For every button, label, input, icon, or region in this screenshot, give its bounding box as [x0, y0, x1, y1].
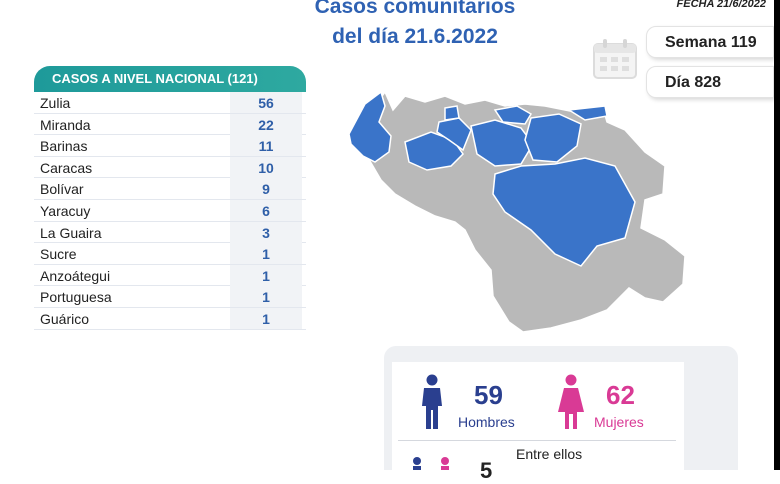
case-count: 1 [230, 307, 302, 329]
stats-divider [398, 440, 676, 441]
state-name: Barinas [40, 138, 88, 155]
table-heading: CASOS A NIVEL NACIONAL (121) [34, 66, 306, 92]
case-count: 1 [230, 243, 302, 265]
map-state-sucre [566, 105, 608, 121]
entre-ellos-label: Entre ellos [516, 446, 583, 462]
table-row: Zulia 56 [34, 92, 306, 114]
table-row: Sucre 1 [34, 243, 306, 265]
state-name: Bolívar [40, 181, 84, 198]
title-line-1: Casos comunitarios [314, 0, 516, 18]
state-name: Sucre [40, 246, 77, 263]
case-count: 3 [230, 221, 302, 243]
case-count: 9 [230, 178, 302, 200]
table-row: La Guaira 3 [34, 221, 306, 244]
case-count: 56 [230, 92, 302, 113]
page-title: Casos comunitarios del día 21.6.2022 [250, 0, 580, 52]
table-row: Caracas 10 [34, 156, 306, 179]
male-icon [422, 374, 442, 429]
day-counter: Día 828 [646, 66, 774, 98]
title-line-2: del día 21.6.2022 [332, 25, 498, 48]
male-small-icon [413, 457, 421, 470]
female-icon [558, 374, 584, 429]
state-name: Anzoátegui [40, 267, 111, 284]
state-name: Caracas [40, 159, 93, 176]
map-state-barinas [404, 131, 464, 171]
calendar-icon [593, 39, 637, 79]
men-label: Hombres [458, 414, 515, 430]
stats-card [392, 362, 684, 470]
state-name: La Guaira [40, 224, 102, 241]
partial-count: 5 [480, 458, 493, 483]
table-row: Anzoátegui 1 [34, 264, 306, 287]
case-count: 1 [230, 286, 302, 308]
map-state-anzoategui [524, 113, 582, 163]
map-state-bolivar [492, 157, 636, 267]
case-count: 10 [230, 156, 302, 178]
map-state-zulia [348, 90, 392, 163]
state-name: Zulia [40, 95, 71, 111]
venezuela-map [348, 90, 686, 332]
week-counter: Semana 119 [646, 26, 774, 58]
cases-table: CASOS A NIVEL NACIONAL (121) Zulia 56 Mir… [34, 66, 306, 330]
table-row: Bolívar 9 [34, 178, 306, 200]
state-name: Guárico [40, 310, 90, 327]
table-row: Barinas 11 [34, 135, 306, 157]
men-count: 59 [474, 380, 503, 410]
table-row: Portuguesa 1 [34, 286, 306, 308]
map-state-yaracuy [444, 105, 460, 121]
state-name: Miranda [40, 116, 91, 133]
case-count: 1 [230, 264, 302, 286]
table-row: Miranda 22 [34, 113, 306, 136]
table-row: Guárico 1 [34, 307, 306, 330]
state-name: Portuguesa [40, 289, 112, 306]
table-row: Yaracuy 6 [34, 199, 306, 222]
case-count: 11 [230, 135, 302, 157]
female-small-icon [441, 457, 449, 470]
women-count: 62 [606, 380, 635, 410]
case-count: 22 [230, 113, 302, 135]
screen-edge [774, 0, 780, 470]
date-label: FECHA 21/6/2022 [676, 0, 766, 10]
case-count: 6 [230, 199, 302, 221]
map-state-miranda [493, 105, 533, 125]
map-state-guarico [470, 119, 534, 167]
state-name: Yaracuy [40, 202, 91, 219]
women-label: Mujeres [594, 414, 644, 430]
